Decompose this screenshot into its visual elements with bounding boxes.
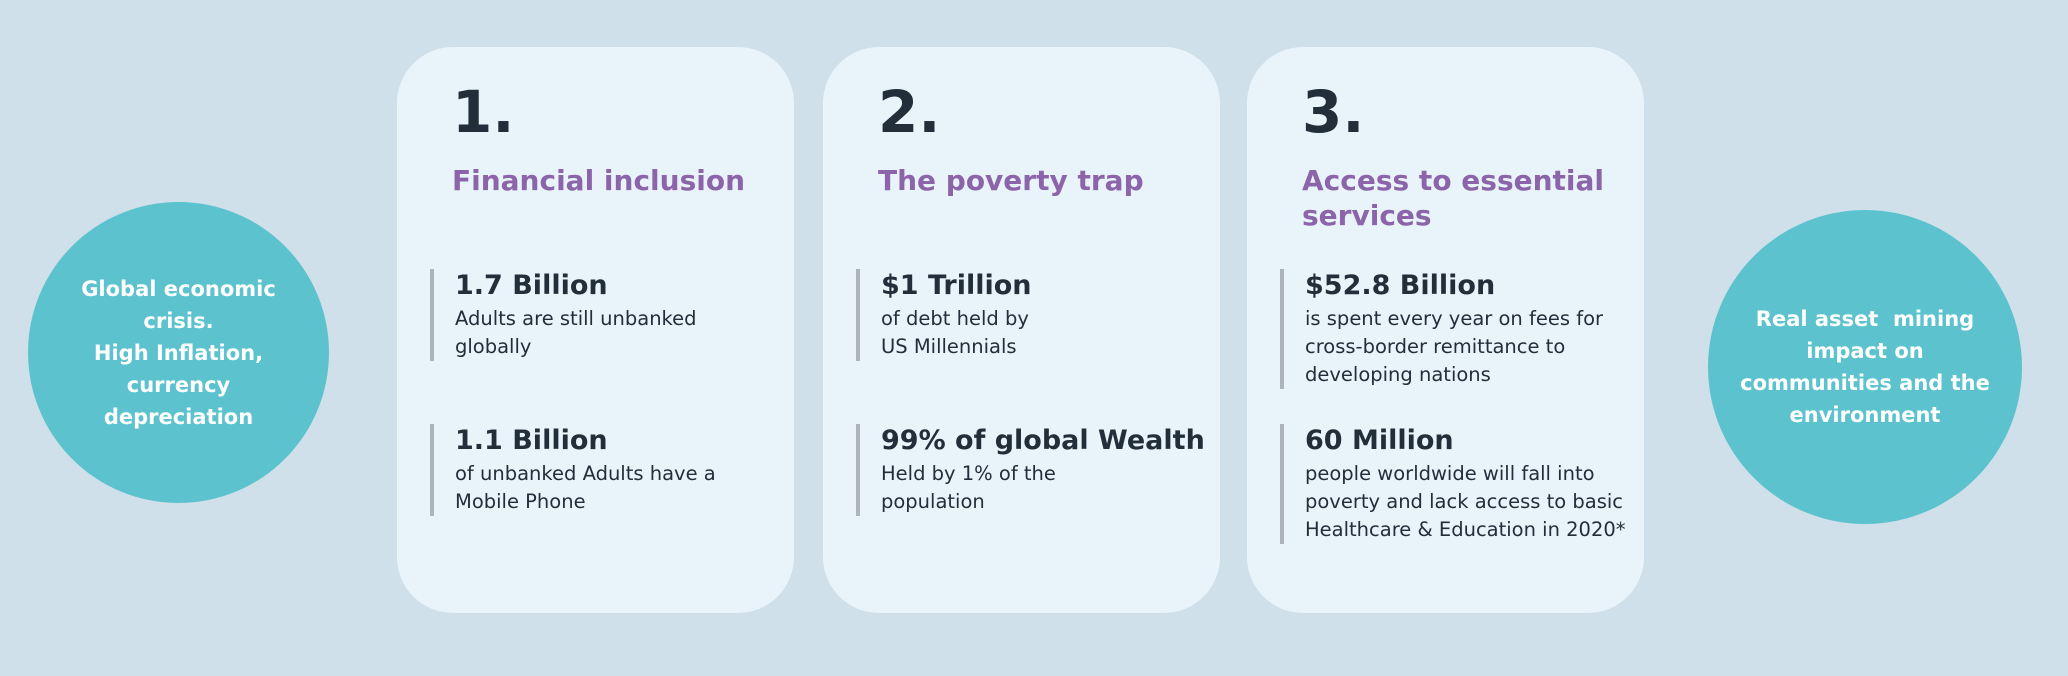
right-circle-text: Real asset mining impact on communities … — [1740, 307, 1990, 427]
card-access-essential-services: 3. Access to essential services $52.8 Bi… — [1247, 47, 1644, 613]
card-title: Access to essential services — [1302, 164, 1605, 232]
card-poverty-trap: 2. The poverty trap $1 Trillion of debt … — [823, 47, 1220, 613]
card-number: 1. — [452, 78, 515, 146]
card-title: Financial inclusion — [452, 164, 746, 197]
stat-block: 1.1 Billion of unbanked Adults have a Mo… — [430, 424, 782, 516]
info-circle-left: Global economic crisis. High Inflation, … — [28, 202, 329, 503]
stat-value: 1.7 Billion — [455, 270, 608, 301]
stat-description: is spent every year on fees for cross-bo… — [1305, 307, 1604, 386]
stat-description: people worldwide will fall into poverty … — [1305, 462, 1626, 541]
card-financial-inclusion: 1. Financial inclusion 1.7 Billion Adult… — [397, 47, 794, 613]
card-number: 2. — [878, 78, 941, 146]
card-title: The poverty trap — [878, 164, 1144, 197]
stat-value: 60 Million — [1305, 425, 1454, 456]
stat-block: 99% of global Wealth Held by 1% of the p… — [856, 424, 1208, 516]
stat-block: $1 Trillion of debt held by US Millennia… — [856, 269, 1208, 361]
stat-value: $52.8 Billion — [1305, 270, 1496, 301]
stat-value: 1.1 Billion — [455, 425, 608, 456]
stat-description: Held by 1% of the population — [881, 462, 1056, 513]
stat-block: $52.8 Billion is spent every year on fee… — [1280, 269, 1632, 389]
stat-block: 1.7 Billion Adults are still unbanked gl… — [430, 269, 782, 361]
stat-description: of unbanked Adults have a Mobile Phone — [455, 462, 716, 513]
card-number: 3. — [1302, 78, 1365, 146]
stat-value: 99% of global Wealth — [881, 425, 1205, 456]
left-circle-text: Global economic crisis. High Inflation, … — [81, 276, 276, 429]
stat-description: Adults are still unbanked globally — [455, 307, 697, 358]
stat-block: 60 Million people worldwide will fall in… — [1280, 424, 1632, 544]
info-circle-right: Real asset mining impact on communities … — [1708, 210, 2022, 524]
stat-value: $1 Trillion — [881, 270, 1032, 301]
stat-description: of debt held by US Millennials — [881, 307, 1029, 358]
